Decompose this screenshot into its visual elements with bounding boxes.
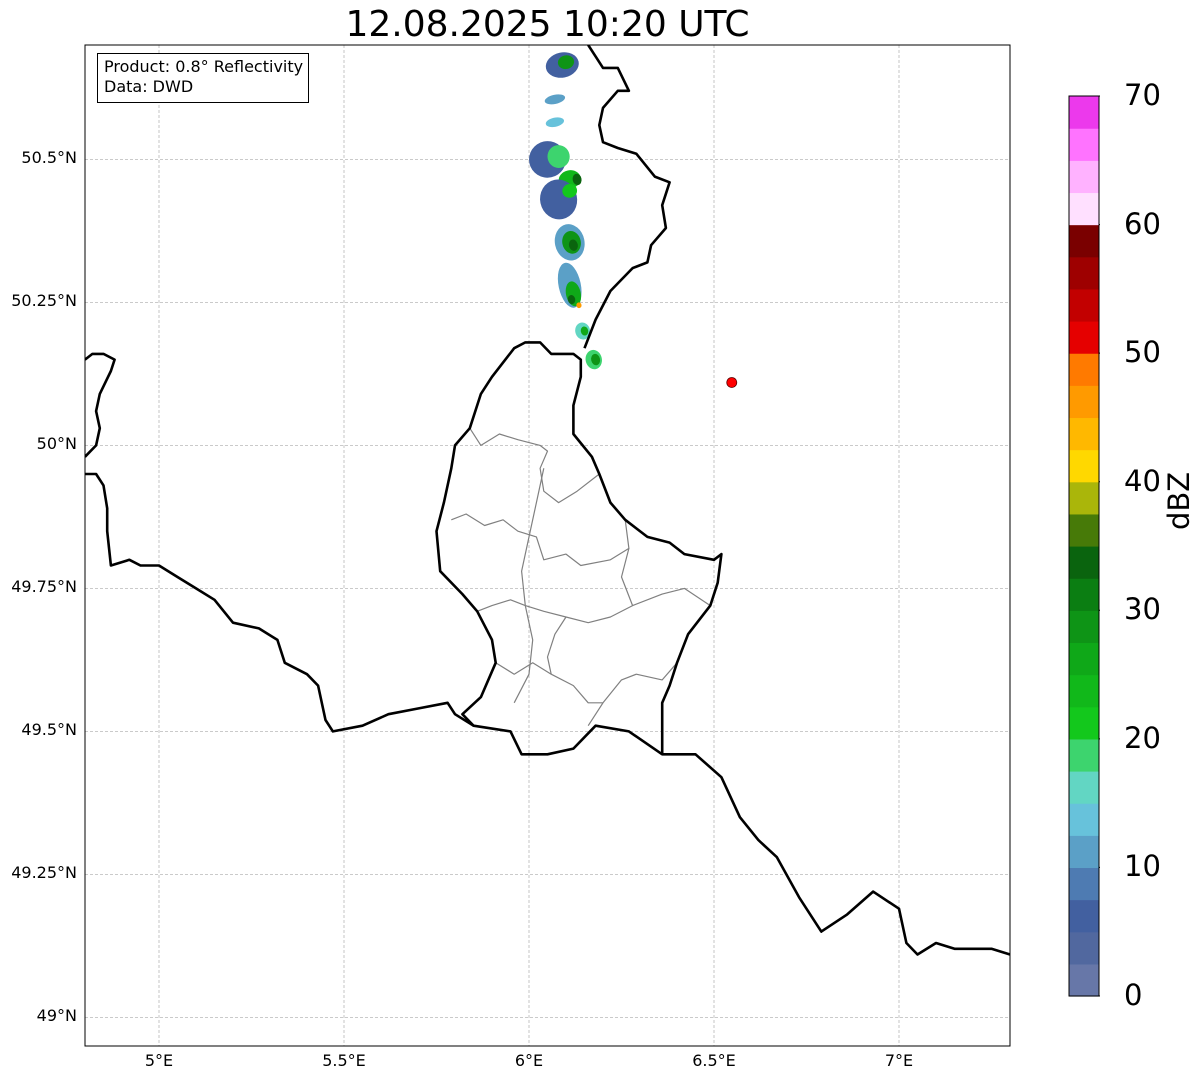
colorbar-segment	[1069, 321, 1099, 354]
colorbar-segment	[1069, 513, 1099, 547]
lat-tick-label: 49.25°N	[11, 863, 77, 883]
lon-tick-label: 7°E	[884, 1051, 914, 1070]
lon-tick-label: 5°E	[144, 1051, 174, 1070]
graticule	[85, 45, 1010, 1046]
colorbar-segment	[1069, 706, 1099, 740]
precip-cell	[580, 326, 589, 336]
precip-cell	[567, 294, 576, 305]
colorbar	[1068, 95, 1100, 997]
colorbar-segment	[1069, 674, 1099, 708]
colorbar-tick-label: 0	[1124, 978, 1143, 1012]
precip-cell	[557, 55, 575, 70]
district-boundary	[476, 587, 711, 624]
colorbar-tick-label: 30	[1124, 592, 1161, 627]
colorbar-segment	[1069, 256, 1099, 290]
colorbar-tick-label: 20	[1124, 720, 1161, 755]
district-boundary	[513, 468, 545, 704]
colorbar-tick-label: 60	[1124, 206, 1161, 241]
colorbar-segment	[1069, 578, 1099, 611]
colorbar-tick-label: 70	[1124, 78, 1161, 112]
precip-cell	[591, 353, 601, 366]
lat-tick-label: 50.25°N	[11, 291, 77, 311]
district-boundary	[587, 702, 604, 727]
lat-tick-label: 49°N	[36, 1006, 77, 1026]
colorbar-frame	[1068, 95, 1100, 997]
lat-tick-label: 49.5°N	[21, 720, 77, 740]
country-border	[85, 472, 1010, 956]
precip-cell	[576, 302, 582, 309]
district-boundary	[546, 616, 567, 675]
colorbar-segment	[1069, 192, 1099, 226]
colorbar-segment	[1069, 353, 1099, 386]
country-border	[583, 45, 671, 349]
colorbar-segment	[1069, 931, 1099, 965]
colorbar-segment	[1069, 160, 1099, 194]
colorbar-tick-label: 50	[1124, 335, 1161, 370]
colorbar-segment	[1069, 642, 1099, 676]
radar-site-layer	[726, 377, 738, 388]
lat-tick-label: 50°N	[36, 434, 77, 454]
country-border	[85, 352, 116, 458]
colorbar-segment	[1069, 835, 1099, 869]
precip-cell	[547, 145, 570, 168]
district-boundary	[620, 548, 634, 606]
precip-cell	[544, 94, 566, 105]
district-boundary	[469, 427, 600, 504]
colorbar-unit-label: dBZ	[1162, 471, 1196, 530]
district-boundary	[495, 662, 678, 704]
colorbar-segment	[1069, 224, 1099, 258]
colorbar-segment	[1069, 96, 1099, 129]
product-label: Product: 0.8° Reflectivity	[104, 57, 304, 76]
lon-tick-label: 5.5°E	[322, 1051, 366, 1070]
lat-tick-label: 49.75°N	[11, 577, 77, 597]
colorbar-segment	[1069, 738, 1099, 772]
precipitation-layer	[529, 52, 602, 370]
colorbar-segment	[1069, 417, 1099, 451]
country-border	[435, 341, 723, 755]
precip-cell	[545, 117, 564, 128]
lat-tick-label: 50.5°N	[21, 148, 77, 168]
colorbar-segment	[1069, 867, 1099, 901]
colorbar-segment	[1069, 963, 1099, 997]
colorbar-tick-label: 10	[1124, 849, 1161, 884]
lon-tick-label: 6°E	[514, 1051, 544, 1070]
colorbar-segment	[1069, 546, 1099, 579]
radar-site-marker	[726, 377, 738, 388]
colorbar-segment	[1069, 481, 1099, 515]
colorbar-segment	[1069, 385, 1099, 419]
colorbar-segment	[1069, 128, 1099, 161]
country-borders	[85, 45, 1010, 956]
precip-cell	[568, 239, 578, 251]
map-title: 12.08.2025 10:20 UTC	[345, 4, 750, 45]
colorbar-segment	[1069, 610, 1099, 644]
precip-cell	[572, 173, 582, 186]
colorbar-segment	[1069, 449, 1099, 483]
district-boundaries	[451, 427, 711, 727]
precip-cell	[562, 183, 578, 198]
product-info-box: Product: 0.8° Reflectivity Data: DWD	[97, 53, 310, 103]
colorbar-segment	[1069, 899, 1099, 933]
colorbar-segment	[1069, 288, 1099, 322]
district-boundary	[451, 513, 630, 567]
colorbar-tick-label: 40	[1124, 463, 1161, 498]
colorbar-segment	[1069, 771, 1099, 804]
data-source-label: Data: DWD	[104, 77, 194, 96]
colorbar-segment	[1069, 803, 1099, 836]
lon-tick-label: 6.5°E	[692, 1051, 736, 1070]
map-frame	[84, 44, 1011, 1047]
